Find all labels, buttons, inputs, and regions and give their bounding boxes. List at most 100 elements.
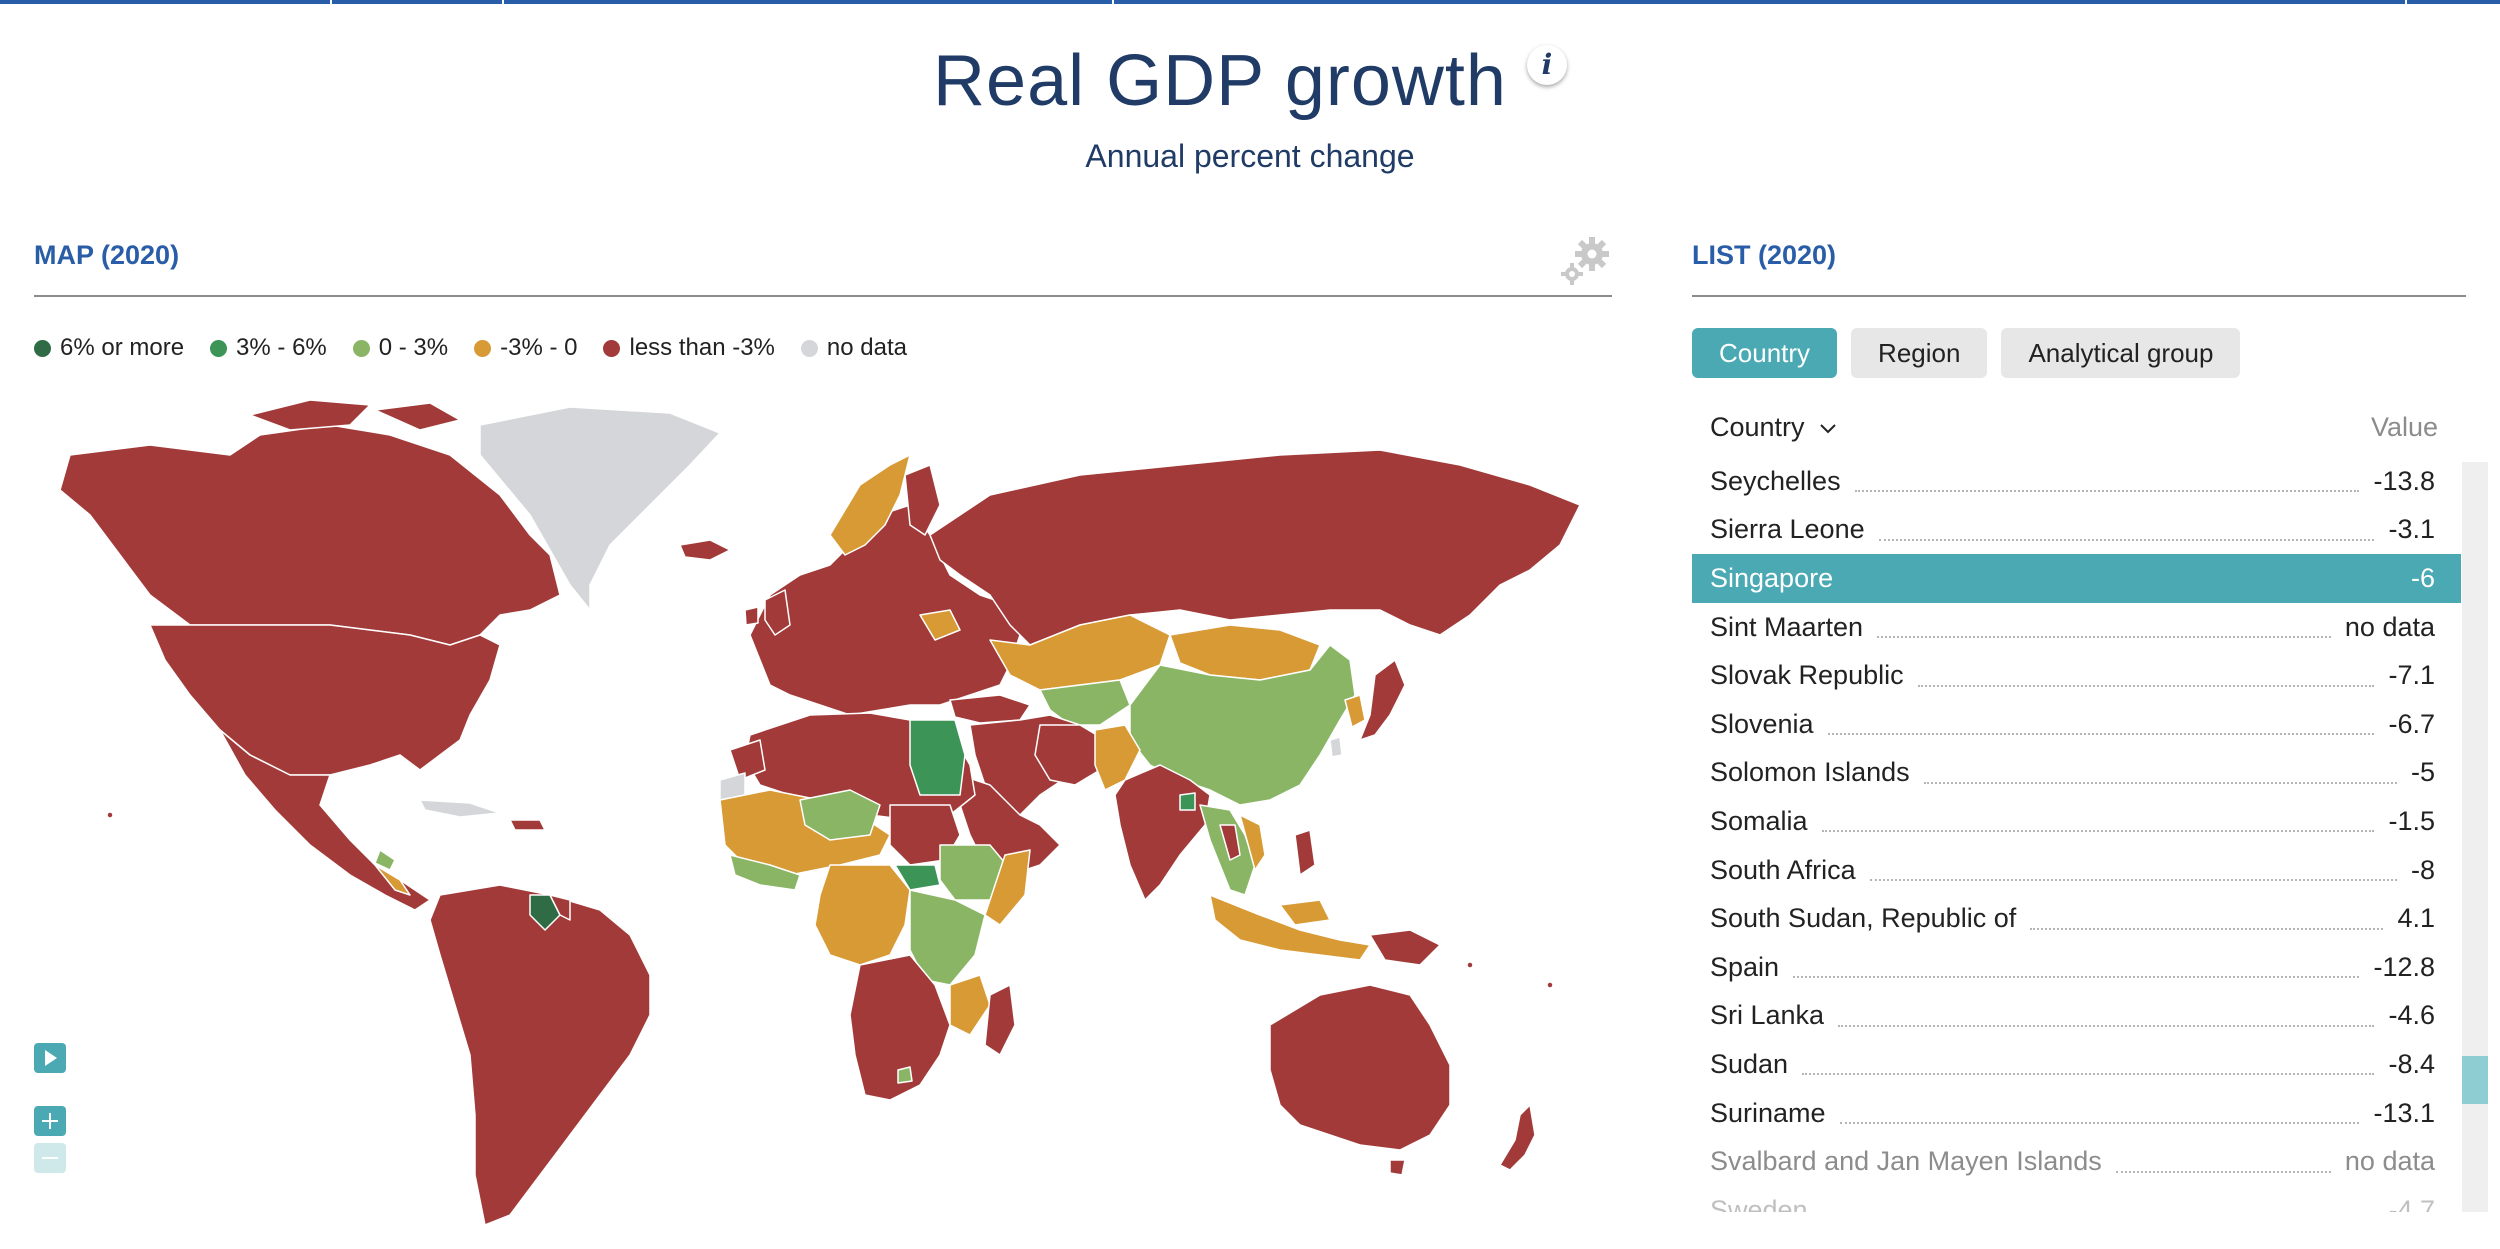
list-item-selected[interactable]: Singapore -6 xyxy=(1692,554,2461,603)
region-central-asia xyxy=(1039,679,1131,726)
play-icon xyxy=(45,1050,57,1066)
region-japan xyxy=(1359,659,1406,741)
region-vietnam xyxy=(1239,814,1266,871)
map-legend: 6% or more 3% - 6% 0 - 3% -3% - 0 less t… xyxy=(34,330,933,366)
leader-dots xyxy=(1854,490,2360,493)
legend-dot-icon xyxy=(34,339,51,357)
country-name: Singapore xyxy=(1710,562,1834,593)
region-somalia xyxy=(984,849,1031,926)
region-new-zealand xyxy=(1499,1104,1536,1171)
list-scrollbar-thumb[interactable] xyxy=(2462,1056,2488,1104)
list-item[interactable]: Svalbard and Jan Mayen Islands no data xyxy=(1692,1137,2461,1186)
country-value: -3.1 xyxy=(2388,514,2435,545)
country-value: -6 xyxy=(2410,562,2435,593)
region-suriname xyxy=(549,894,571,921)
region-east-africa xyxy=(909,889,986,986)
legend-item-3-6: 3% - 6% xyxy=(210,334,327,362)
list-item[interactable]: Sri Lanka -4.6 xyxy=(1692,992,2461,1041)
map-section-divider xyxy=(34,295,1612,297)
leader-dots xyxy=(1917,684,2375,687)
country-name: South Sudan, Republic of xyxy=(1710,903,2017,934)
country-column-sort[interactable]: Country xyxy=(1710,412,1838,443)
region-russia xyxy=(929,449,1581,646)
region-south-sudan xyxy=(894,864,941,891)
top-accent-bar xyxy=(0,0,2500,4)
zoom-out-button[interactable] xyxy=(34,1143,66,1173)
legend-label: -3% - 0 xyxy=(500,334,578,361)
chevron-down-icon xyxy=(1820,424,1836,434)
region-central-america-b xyxy=(374,849,396,871)
list-item[interactable]: Somalia -1.5 xyxy=(1692,797,2461,846)
region-guyana xyxy=(529,894,561,931)
country-name: Svalbard and Jan Mayen Islands xyxy=(1710,1146,2102,1177)
list-section-divider xyxy=(1692,295,2466,297)
country-value: -5 xyxy=(2410,757,2435,788)
region-greenland xyxy=(479,406,721,611)
list-item[interactable]: Sudan -8.4 xyxy=(1692,1040,2461,1089)
legend-label: 3% - 6% xyxy=(236,334,327,361)
list-item[interactable]: Spain -12.8 xyxy=(1692,943,2461,992)
region-india xyxy=(1114,764,1211,901)
region-indonesia-east xyxy=(1279,899,1331,926)
tab-analytical-group[interactable]: Analytical group xyxy=(2001,328,2241,378)
leader-dots xyxy=(1827,733,2375,736)
list-item[interactable]: Suriname -13.1 xyxy=(1692,1089,2461,1138)
list-item[interactable]: Slovenia -6.7 xyxy=(1692,700,2461,749)
list-section-heading: LIST (2020) xyxy=(1692,240,1837,270)
map-section-heading: MAP (2020) xyxy=(34,240,180,270)
list-item[interactable]: South Africa -8 xyxy=(1692,846,2461,895)
region-scandinavia xyxy=(829,454,911,556)
country-value: -12.8 xyxy=(2373,951,2435,982)
region-central-africa xyxy=(814,864,911,966)
list-item[interactable]: South Sudan, Republic of 4.1 xyxy=(1692,894,2461,943)
region-ireland-uk xyxy=(744,589,791,636)
region-cuba xyxy=(419,799,501,818)
country-value: -8.4 xyxy=(2388,1048,2435,1079)
page-title: Real GDP growth xyxy=(933,41,1507,121)
settings-gear-icon[interactable] xyxy=(1560,234,1612,286)
tab-country[interactable]: Country xyxy=(1692,328,1838,378)
play-button[interactable] xyxy=(34,1043,66,1073)
list-item[interactable]: Sint Maarten no data xyxy=(1692,603,2461,652)
minus-icon xyxy=(42,1157,58,1159)
plus-icon xyxy=(42,1113,58,1129)
country-name: Slovak Republic xyxy=(1710,660,1904,691)
region-sahel xyxy=(799,789,881,841)
page-subtitle: Annual percent change xyxy=(1085,138,1415,174)
list-item[interactable]: Seychelles -13.8 xyxy=(1692,457,2461,506)
country-name: Suriname xyxy=(1710,1097,1826,1128)
region-korea xyxy=(1344,694,1366,728)
legend-label: no data xyxy=(826,334,907,361)
world-map[interactable] xyxy=(30,395,1600,1230)
country-value: -1.5 xyxy=(2388,805,2435,836)
legend-dot-icon xyxy=(352,339,370,357)
region-taiwan xyxy=(1329,736,1343,758)
legend-item-minus3-0: -3% - 0 xyxy=(474,334,577,362)
leader-dots xyxy=(2030,927,2384,930)
tab-region[interactable]: Region xyxy=(1851,328,1988,378)
legend-item-6-plus: 6% or more xyxy=(34,334,184,362)
zoom-in-button[interactable] xyxy=(34,1106,66,1136)
list-item[interactable]: Sierra Leone -3.1 xyxy=(1692,506,2461,555)
country-name: Sierra Leone xyxy=(1710,514,1865,545)
region-tasmania xyxy=(1389,1159,1406,1176)
country-list[interactable]: Seychelles -13.8 Sierra Leone -3.1 Singapo… xyxy=(1692,457,2461,1212)
region-central-america-a xyxy=(374,864,411,896)
country-name: Slovenia xyxy=(1710,708,1814,739)
leader-dots xyxy=(1878,538,2375,541)
legend-dot-icon xyxy=(210,339,228,357)
country-value: -13.8 xyxy=(2373,465,2435,496)
legend-item-less-minus3: less than -3% xyxy=(603,334,775,362)
region-bangladesh xyxy=(1179,792,1196,811)
region-philippines xyxy=(1294,829,1316,876)
region-australia xyxy=(1269,984,1451,1151)
title-wrap: Real GDP growth xyxy=(0,40,2500,122)
info-button[interactable]: i xyxy=(1527,45,1567,85)
region-morocco xyxy=(729,739,766,781)
leader-dots xyxy=(1802,1073,2375,1076)
list-item[interactable]: Slovak Republic -7.1 xyxy=(1692,651,2461,700)
list-item[interactable]: Solomon Islands -5 xyxy=(1692,749,2461,798)
region-mexico xyxy=(219,729,431,911)
list-item[interactable]: Sweden -4.7 xyxy=(1692,1186,2461,1212)
region-tanzania-moz xyxy=(949,974,991,1036)
